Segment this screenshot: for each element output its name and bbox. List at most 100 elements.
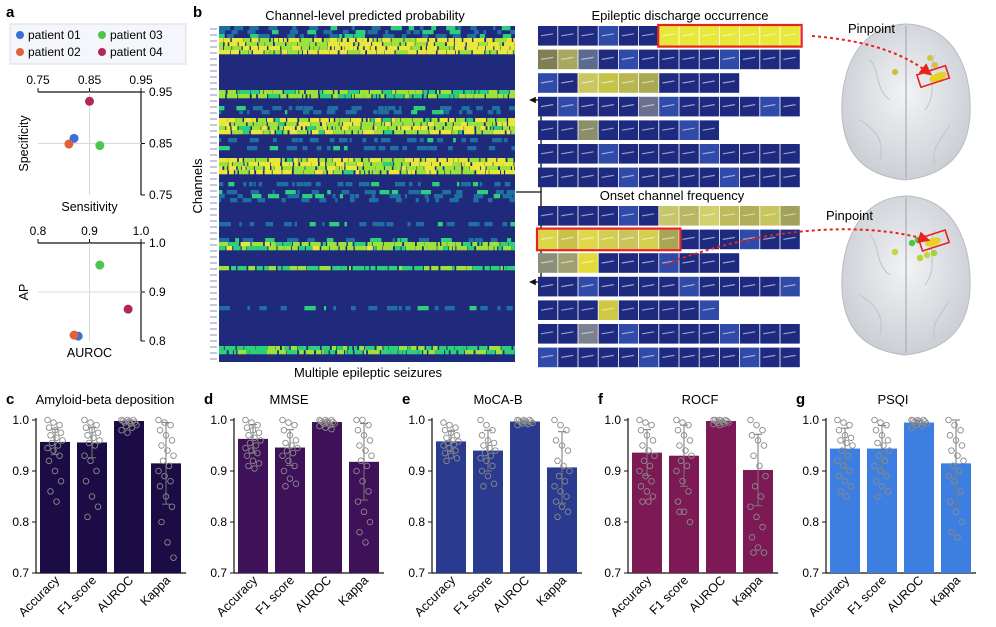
bar-charts: c Amyloid-beta deposition0.70.80.91.0Accu…: [6, 391, 976, 619]
heatmap-cell: [311, 130, 319, 135]
grid-cell: [639, 167, 659, 188]
heatmap-cell: [503, 162, 514, 167]
data-point: [285, 457, 292, 465]
data-point: [47, 432, 54, 439]
heatmap-cell: [509, 198, 515, 203]
data-point: [648, 477, 655, 485]
heatmap-cell: [335, 118, 340, 123]
heatmap-cell: [244, 118, 253, 123]
heatmap-cell: [219, 26, 231, 31]
heatmap-cell: [242, 166, 246, 171]
heatmap-cell: [399, 46, 411, 51]
heatmap-cell: [327, 106, 339, 111]
grid-cell-label: [702, 284, 715, 288]
heatmap-cell: [326, 238, 334, 243]
heatmap-cell: [268, 266, 276, 271]
heatmap-cell: [466, 42, 478, 47]
grid-cell: [719, 144, 740, 164]
data-point: [834, 457, 841, 465]
grid-cell-label: [682, 213, 695, 217]
heatmap-cell: [490, 238, 498, 243]
grid-cell-label: [561, 260, 574, 264]
data-point: [441, 449, 449, 457]
heatmap-cell: [359, 222, 367, 227]
data-point: [756, 462, 763, 470]
heatmap-cell: [428, 350, 435, 355]
heatmap-cell: [391, 190, 398, 195]
heatmap-cell: [369, 38, 373, 43]
heatmap-cell: [348, 90, 360, 95]
data-point: [878, 483, 886, 490]
heatmap-cell: [244, 162, 248, 167]
heatmap-cell: [382, 158, 393, 163]
heatmap-cell: [514, 162, 515, 167]
data-point: [747, 503, 754, 510]
data-point: [447, 429, 455, 437]
heatmap-cell: [464, 126, 475, 131]
heatmap-cell: [394, 94, 404, 99]
heatmap-cell: [408, 26, 415, 31]
heatmap-cell: [353, 46, 357, 51]
heatmap-cell: [264, 90, 273, 95]
data-point: [674, 498, 682, 505]
y-tick-label: 0.9: [802, 464, 819, 478]
heatmap-cell: [409, 182, 413, 187]
data-point: [478, 467, 486, 475]
heatmap-cell: [390, 146, 399, 151]
data-point: [249, 426, 257, 434]
heatmap-cell: [319, 162, 326, 167]
heatmap-cell: [272, 106, 275, 111]
grid-cell: [538, 324, 558, 344]
heatmap-cell: [219, 90, 226, 95]
heatmap-cell: [405, 306, 411, 311]
heatmap-cell: [320, 118, 329, 123]
pinpoint-label-top: Pinpoint: [848, 21, 895, 36]
panel-label-c: c: [6, 391, 14, 408]
heatmap-cell: [495, 190, 504, 195]
heatmap-cell: [490, 126, 494, 131]
heatmap-cell: [407, 170, 412, 175]
heatmap-cell: [345, 350, 348, 355]
data-point: [884, 488, 892, 495]
grid-cell: [659, 49, 679, 70]
data-point: [353, 467, 360, 475]
grid-cell: [780, 324, 800, 344]
heatmap-cell: [477, 46, 486, 51]
x-tick-label: Kappa: [138, 573, 173, 608]
grid-cell: [760, 347, 780, 368]
heatmap-cell: [219, 110, 222, 115]
heatmap-cell: [430, 170, 437, 175]
heatmap-cell: [393, 110, 402, 115]
heatmap-cell: [414, 266, 423, 271]
heatmap-cell: [473, 94, 485, 99]
heatmap-cell: [266, 350, 278, 355]
grid-cell: [719, 167, 740, 188]
data-point: [685, 488, 692, 495]
grid-cell-label: [742, 33, 756, 37]
grid-cell-label: [662, 104, 675, 108]
heatmap-cell: [272, 190, 275, 195]
data-point: [45, 424, 53, 431]
grid-cell: [538, 253, 558, 273]
heatmap-cell: [329, 50, 338, 55]
heatmap-cell: [399, 106, 402, 111]
data-point: [748, 432, 756, 439]
heatmap-cell: [297, 190, 300, 195]
heatmap-cell: [401, 246, 406, 251]
heatmap-cell: [237, 166, 242, 171]
heatmap-cell: [493, 26, 496, 31]
heatmap-cell: [439, 118, 448, 123]
heatmap-cell: [423, 94, 427, 99]
grid-cell: [578, 229, 598, 250]
data-point: [680, 508, 688, 516]
heatmap-cell: [367, 118, 370, 123]
heatmap-cell: [374, 122, 382, 127]
bar-accuracy: [436, 441, 466, 573]
grid-cell-label: [662, 284, 675, 288]
heatmap-cell: [232, 46, 239, 51]
grid-cell: [719, 73, 740, 93]
heatmap-cell: [498, 90, 510, 95]
heatmap-cell: [251, 242, 264, 247]
heatmap-cell: [431, 118, 438, 123]
heatmap-cell: [296, 182, 304, 187]
